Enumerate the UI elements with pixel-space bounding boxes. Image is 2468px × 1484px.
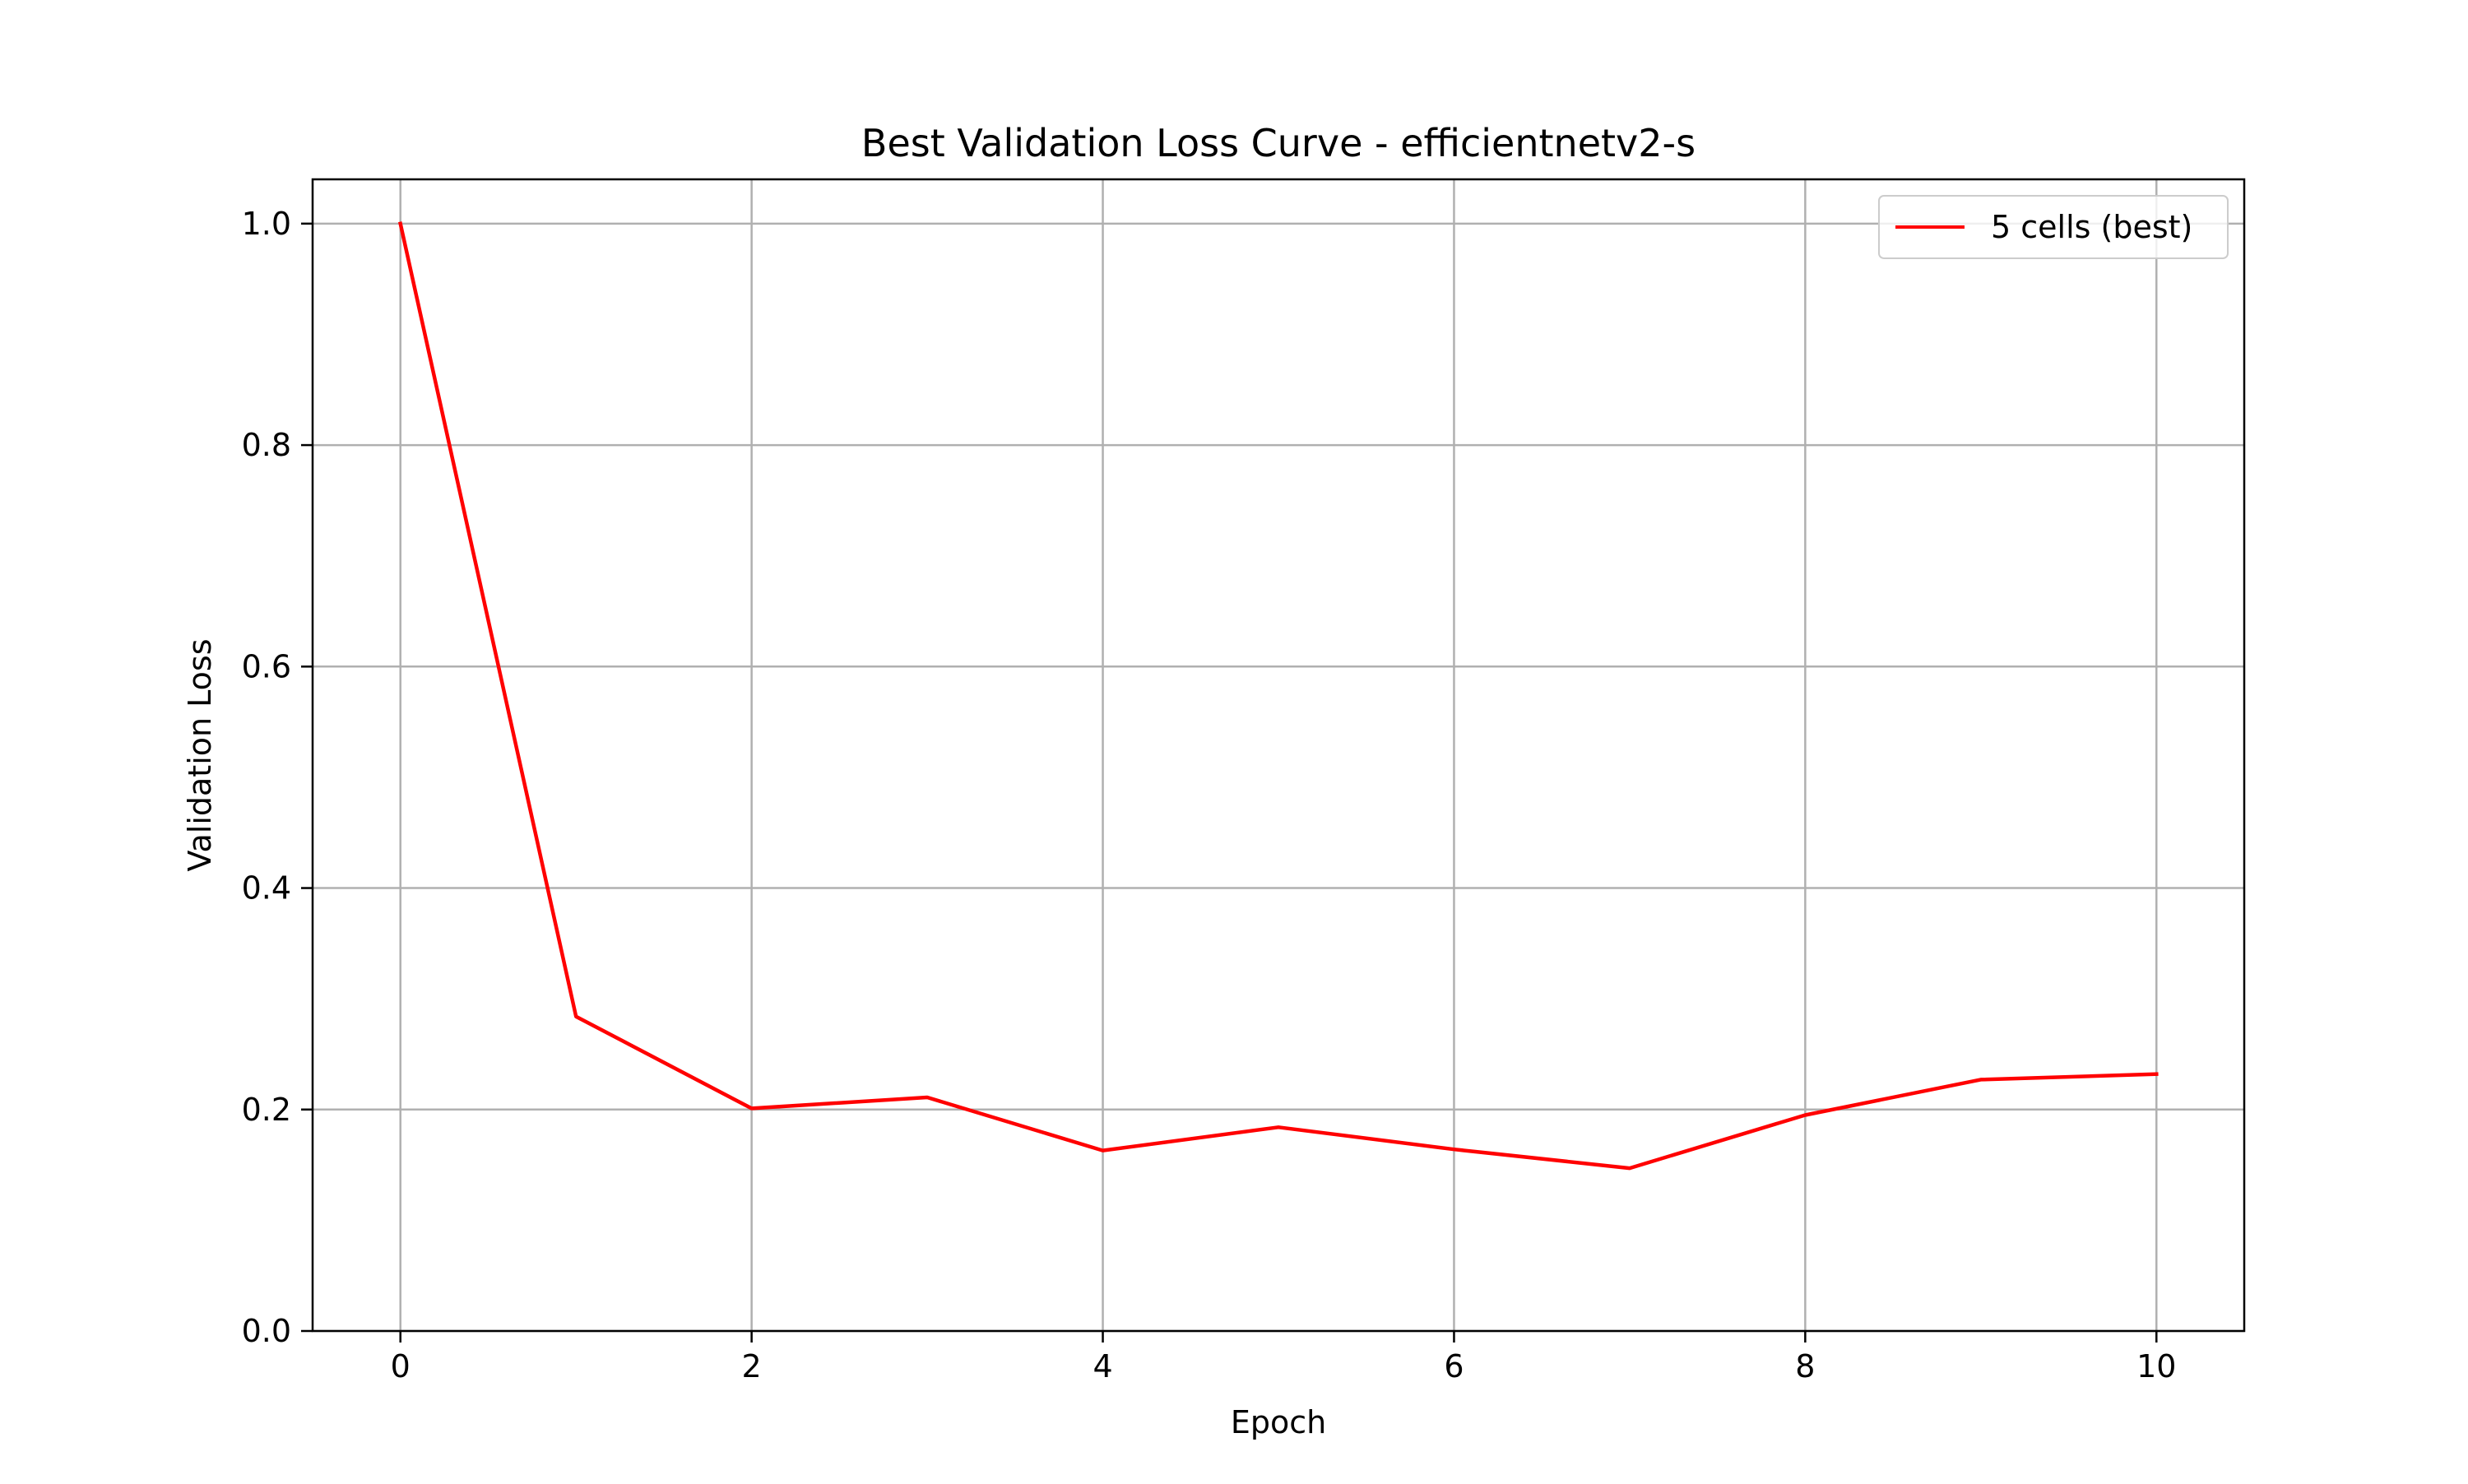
y-axis-ticks: 0.0 0.2 0.4 0.6 0.8 1.0 [242, 206, 313, 1349]
y-tick-label: 0.8 [242, 427, 291, 463]
plot-area-frame [313, 179, 2244, 1331]
x-tick-label: 0 [391, 1348, 411, 1384]
x-tick-label: 8 [1795, 1348, 1815, 1384]
series-line [401, 224, 2157, 1168]
legend: 5 cells (best) [1879, 196, 2228, 258]
y-axis-label: Validation Loss [182, 638, 218, 871]
x-tick-label: 4 [1093, 1348, 1112, 1384]
y-tick-label: 0.6 [242, 648, 291, 684]
y-tick-label: 1.0 [242, 206, 291, 242]
x-tick-label: 2 [742, 1348, 762, 1384]
y-tick-label: 0.2 [242, 1092, 291, 1128]
x-axis-label: Epoch [1231, 1404, 1326, 1440]
y-tick-label: 0.4 [242, 870, 291, 907]
grid-lines [313, 179, 2244, 1331]
x-tick-label: 10 [2136, 1348, 2176, 1384]
series-layer [401, 224, 2157, 1168]
legend-label: 5 cells (best) [1991, 209, 2192, 245]
x-axis-ticks: 0 2 4 6 8 10 [391, 1331, 2177, 1384]
x-tick-label: 6 [1444, 1348, 1464, 1384]
chart-title: Best Validation Loss Curve - efficientne… [861, 121, 1696, 165]
y-tick-label: 0.0 [242, 1313, 291, 1349]
